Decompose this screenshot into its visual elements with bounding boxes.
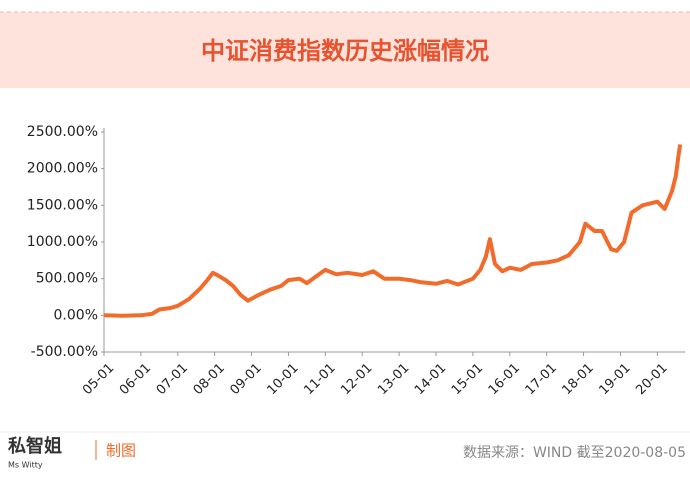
x-tick-label: 09-01 [228, 361, 265, 398]
x-tick-label: 14-01 [412, 361, 449, 398]
x-tick-label: 18-01 [560, 361, 597, 398]
x-tick-label: 16-01 [486, 361, 523, 398]
x-tick-label: 17-01 [523, 361, 560, 398]
logo-sub: Ms Witty [8, 461, 43, 470]
x-tick-label: 15-01 [449, 361, 486, 398]
x-tick-label: 07-01 [154, 361, 191, 398]
credit: 制图 [106, 442, 136, 460]
logo: 私智姐 [8, 435, 62, 457]
y-tick-label: 2500.00% [27, 124, 98, 140]
y-tick-label: 1500.00% [27, 197, 98, 213]
y-tick-label: 500.00% [36, 271, 98, 287]
x-tick-label: 12-01 [338, 361, 375, 398]
x-tick-label: 05-01 [80, 361, 117, 398]
series-line [103, 144, 683, 318]
x-tick-label: 11-01 [301, 361, 338, 398]
source: 数据来源：WIND 截至2020-08-05 [463, 445, 686, 461]
y-tick-label: -500.00% [31, 344, 98, 360]
y-tick-label: 2000.00% [27, 161, 98, 177]
x-tick-label: 08-01 [191, 361, 228, 398]
title-band [0, 12, 690, 88]
x-tick-label: 20-01 [633, 361, 670, 398]
x-tick-label: 10-01 [264, 361, 301, 398]
y-tick-label: 1000.00% [27, 234, 98, 250]
x-tick-label: 13-01 [375, 361, 412, 398]
y-tick-label: 0.00% [54, 307, 98, 323]
x-tick-label: 06-01 [117, 361, 154, 398]
chart-title: 中证消费指数历史涨幅情况 [201, 37, 489, 65]
x-tick-label: 19-01 [596, 361, 633, 398]
